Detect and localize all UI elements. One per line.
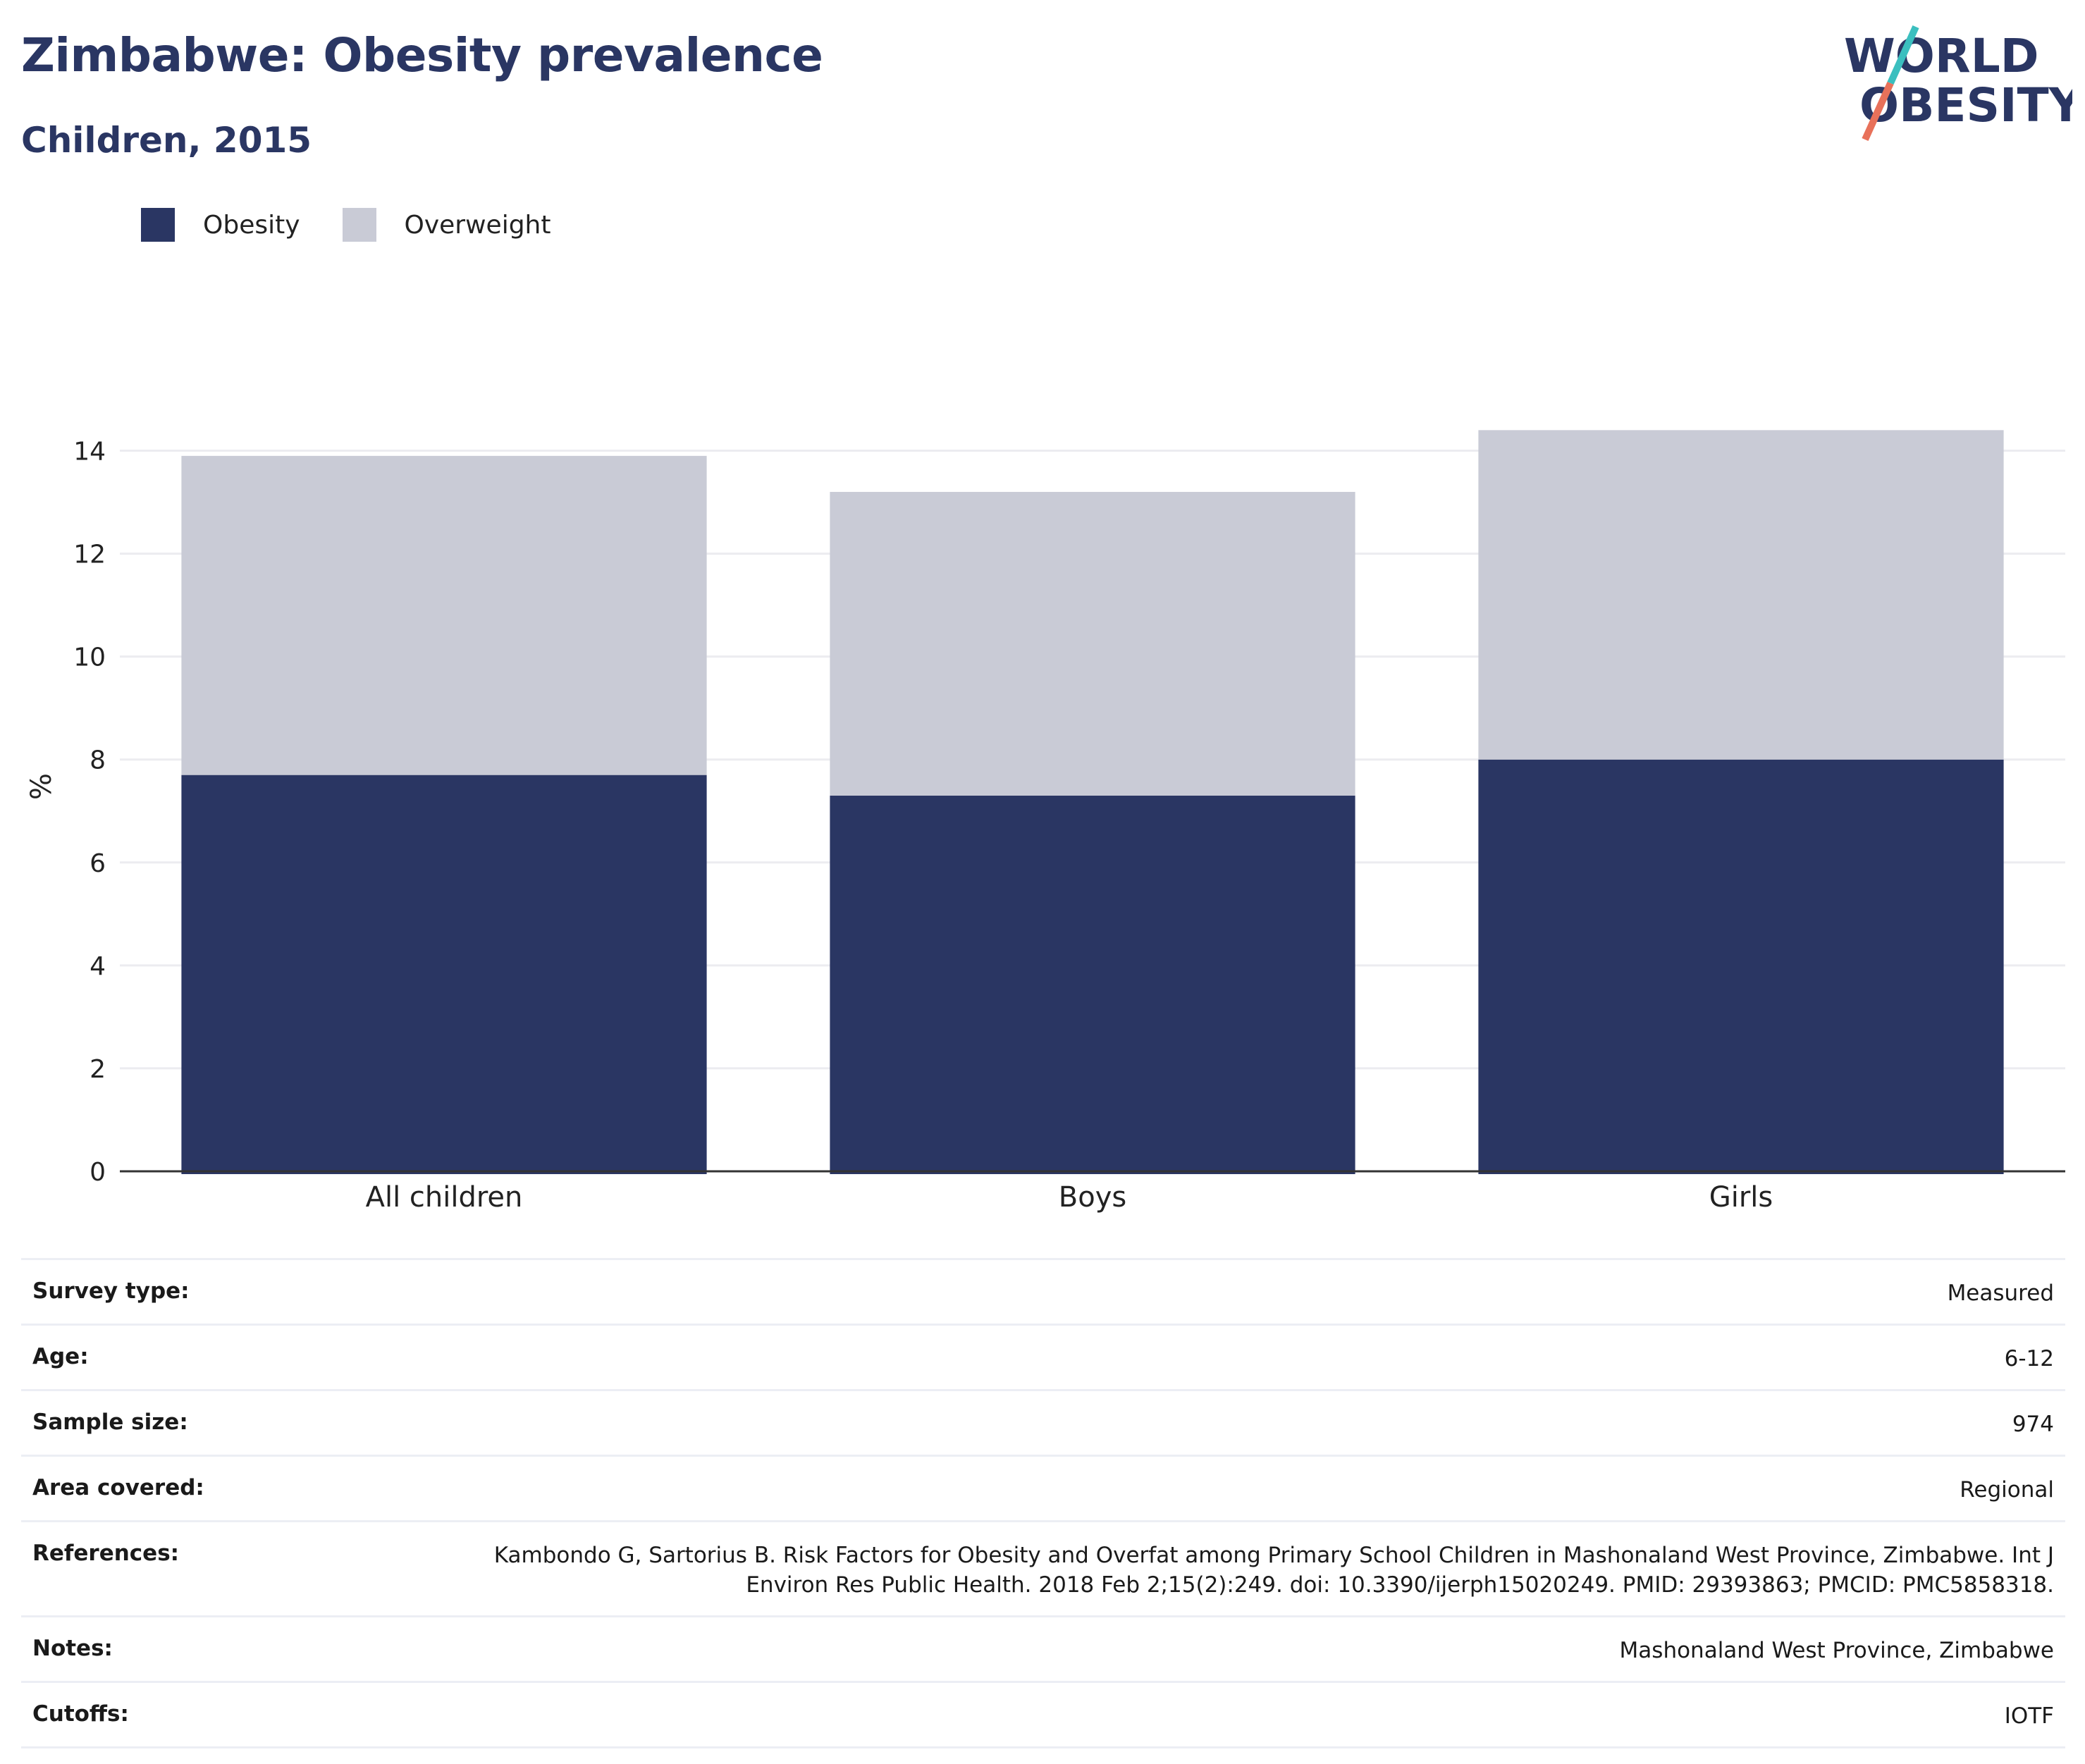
logo-slash-coral xyxy=(1862,81,1894,142)
y-tick-label: 12 xyxy=(73,541,106,569)
legend-swatch-overweight xyxy=(342,208,376,242)
info-row: References: Kambondo G, Sartorius B. Risk… xyxy=(21,1520,2065,1617)
survey-info-table: Survey type: Measured Age: 6-12 Sample size:… xyxy=(21,1258,2065,1748)
info-label: Age: xyxy=(21,1324,410,1390)
y-axis-label: % xyxy=(25,773,58,800)
bar-obesity-all-children xyxy=(181,775,707,1174)
legend-item-obesity[interactable]: Obesity xyxy=(141,208,300,242)
y-tick-label: 0 xyxy=(90,1158,106,1187)
y-tick-label: 2 xyxy=(90,1055,106,1084)
info-value: IOTF xyxy=(410,1681,2065,1748)
x-tick-label: Girls xyxy=(1709,1181,1773,1214)
chart-subtitle: Children, 2015 xyxy=(21,120,312,161)
bar-obesity-girls xyxy=(1478,759,2004,1174)
y-tick-label: 10 xyxy=(73,643,106,672)
legend-label-overweight: Overweight xyxy=(404,210,551,240)
y-tick-label: 8 xyxy=(90,746,106,775)
bar-obesity-boys xyxy=(830,795,1355,1174)
info-value: 6-12 xyxy=(410,1324,2065,1390)
info-value: Mashonaland West Province, Zimbabwe xyxy=(410,1615,2065,1682)
info-label: Area covered: xyxy=(21,1455,410,1522)
chart-legend: Obesity Overweight xyxy=(141,208,593,242)
info-label: Sample size: xyxy=(21,1389,410,1456)
legend-label-obesity: Obesity xyxy=(203,210,300,240)
info-label: Cutoffs: xyxy=(21,1681,410,1748)
info-label: Survey type: xyxy=(21,1258,410,1325)
info-row: Age: 6-12 xyxy=(21,1324,2065,1390)
y-tick-label: 14 xyxy=(73,438,106,467)
info-label: Notes: xyxy=(21,1615,410,1682)
bar-overweight-girls xyxy=(1478,430,2004,760)
bar-overweight-boys xyxy=(830,491,1355,796)
info-row: Area covered: Regional xyxy=(21,1455,2065,1522)
x-tick-label: All children xyxy=(366,1181,523,1214)
info-value: Measured xyxy=(410,1258,2065,1325)
bar-overweight-all-children xyxy=(181,455,707,775)
info-row: Sample size: 974 xyxy=(21,1389,2065,1456)
logo-text-obesity: OBESITY xyxy=(1859,78,2072,132)
x-tick-label: Boys xyxy=(1059,1181,1126,1214)
y-tick-label: 4 xyxy=(90,952,106,981)
info-row: Survey type: Measured xyxy=(21,1258,2065,1325)
stacked-bar-chart: 0 2 4 6 8 10 12 14% All children Boys Girls xyxy=(25,430,2065,1214)
chart-title: Zimbabwe: Obesity prevalence xyxy=(21,28,823,82)
info-label: References: xyxy=(21,1520,410,1617)
info-row: Notes: Mashonaland West Province, Zimbabw… xyxy=(21,1615,2065,1682)
world-obesity-logo: WORLD OBESITY xyxy=(1844,25,2072,142)
legend-item-overweight[interactable]: Overweight xyxy=(342,208,551,242)
legend-swatch-obesity xyxy=(141,208,175,242)
logo-slash-teal xyxy=(1887,25,1919,85)
y-tick-label: 6 xyxy=(90,849,106,878)
info-value: Kambondo G, Sartorius B. Risk Factors fo… xyxy=(410,1520,2065,1617)
info-value: Regional xyxy=(410,1455,2065,1522)
info-row: Cutoffs: IOTF xyxy=(21,1681,2065,1748)
logo-text-world: WORLD xyxy=(1844,29,2039,83)
info-value: 974 xyxy=(410,1389,2065,1456)
